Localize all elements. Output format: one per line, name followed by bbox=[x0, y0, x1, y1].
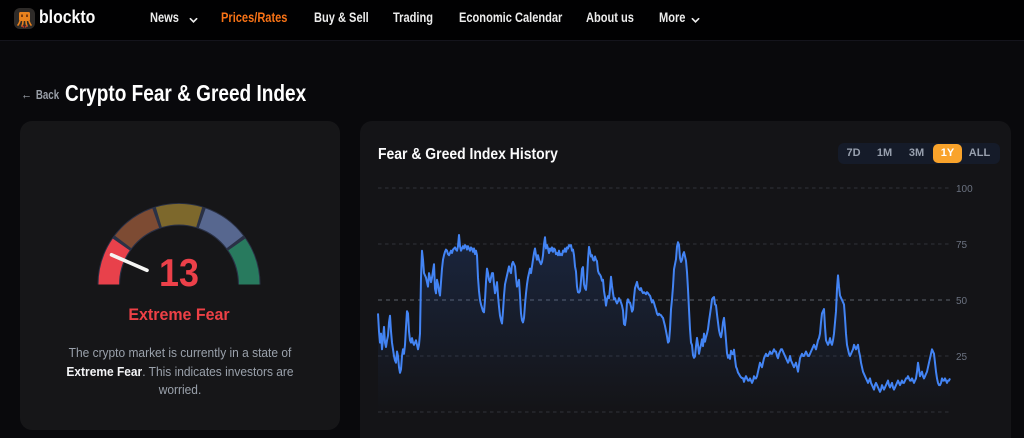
svg-text:50: 50 bbox=[956, 296, 968, 307]
svg-text:75: 75 bbox=[956, 240, 968, 251]
svg-text:25: 25 bbox=[956, 352, 968, 363]
svg-text:100: 100 bbox=[956, 184, 973, 195]
